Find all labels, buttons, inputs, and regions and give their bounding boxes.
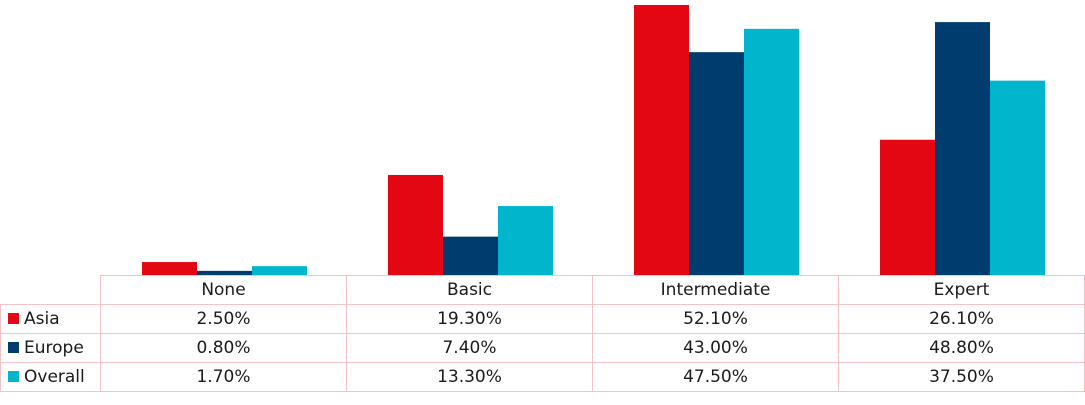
cell-asia-none: 2.50% [100,304,347,334]
bar-asia-none [142,262,197,275]
cell-europe-basic: 7.40% [346,333,593,363]
cell-europe-intermediate: 43.00% [592,333,839,363]
bar-overall-none [252,266,307,275]
table-row-europe: Europe 0.80% 7.40% 43.00% 48.80% [0,333,1085,363]
bar-overall-intermediate [744,28,799,275]
table-row-overall: Overall 1.70% 13.30% 47.50% 37.50% [0,362,1085,392]
category-header-basic: Basic [346,275,593,305]
table-header-row: None Basic Intermediate Expert [0,275,1085,305]
bar-chart [142,5,1045,275]
cell-asia-expert: 26.10% [838,304,1085,334]
cell-overall-intermediate: 47.50% [592,362,839,392]
table-corner [0,275,101,305]
cell-asia-intermediate: 52.10% [592,304,839,334]
category-header-intermediate: Intermediate [592,275,839,305]
bar-europe-none [197,270,252,275]
legend-swatch-asia [8,313,19,324]
legend-entry-europe: Europe [0,333,101,363]
data-table: None Basic Intermediate Expert Asia 2.50… [0,275,1085,392]
legend-entry-asia: Asia [0,304,101,334]
bar-overall-basic [498,206,553,275]
legend-label-overall: Overall [24,367,85,387]
cell-overall-expert: 37.50% [838,362,1085,392]
cell-overall-basic: 13.30% [346,362,593,392]
category-header-expert: Expert [838,275,1085,305]
cell-overall-none: 1.70% [100,362,347,392]
bar-europe-expert [935,22,990,275]
legend-label-asia: Asia [24,309,60,329]
category-header-none: None [100,275,347,305]
bar-asia-intermediate [634,5,689,275]
bar-asia-basic [388,174,443,275]
legend-swatch-overall [8,371,19,382]
bar-europe-intermediate [689,52,744,275]
bar-europe-basic [443,236,498,275]
legend-entry-overall: Overall [0,362,101,392]
legend-swatch-europe [8,342,19,353]
cell-europe-expert: 48.80% [838,333,1085,363]
cell-asia-basic: 19.30% [346,304,593,334]
cell-europe-none: 0.80% [100,333,347,363]
bar-overall-expert [990,80,1045,275]
bar-asia-expert [880,139,935,275]
table-row-asia: Asia 2.50% 19.30% 52.10% 26.10% [0,304,1085,334]
legend-label-europe: Europe [24,338,84,358]
